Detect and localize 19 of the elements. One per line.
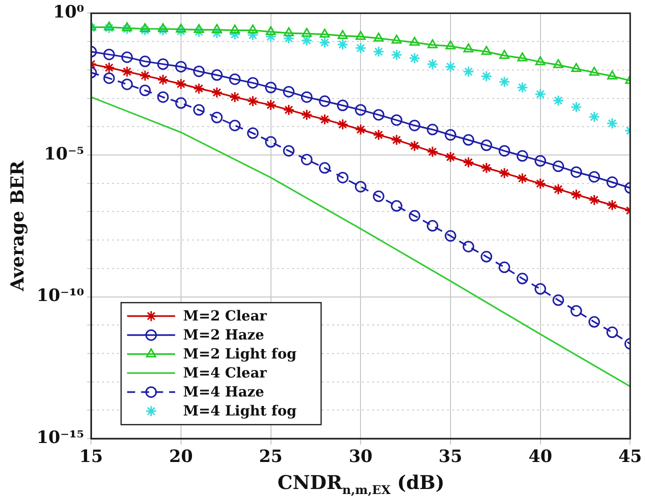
x-tick-label: 35 xyxy=(438,447,462,468)
x-tick-label: 15 xyxy=(79,447,103,468)
y-tick-label: 10⁻¹⁰ xyxy=(36,286,84,306)
y-tick-label: 10⁻¹⁵ xyxy=(36,428,84,448)
legend-label: M=2 Clear xyxy=(183,308,268,325)
legend-label: M=4 Light fog xyxy=(183,404,297,420)
legend-label: M=2 Light fog xyxy=(183,346,297,363)
y-tick-label: 10⁻⁵ xyxy=(44,144,84,164)
legend-label: M=2 Haze xyxy=(183,328,264,344)
y-tick-label: 10⁰ xyxy=(53,2,84,23)
x-tick-label: 40 xyxy=(528,447,552,468)
x-axis-title: CNDR$_{n,m,EX}$ (dB) xyxy=(276,472,446,497)
y-axis-title: Average BER xyxy=(7,160,28,292)
x-tick-label: 25 xyxy=(258,447,283,468)
x-tick-label: 30 xyxy=(348,447,373,468)
x-tick-label: 45 xyxy=(618,447,642,468)
legend-label: M=4 Haze xyxy=(183,384,264,401)
legend-label: M=4 Clear xyxy=(183,366,268,382)
x-tick-label: 20 xyxy=(169,447,193,468)
